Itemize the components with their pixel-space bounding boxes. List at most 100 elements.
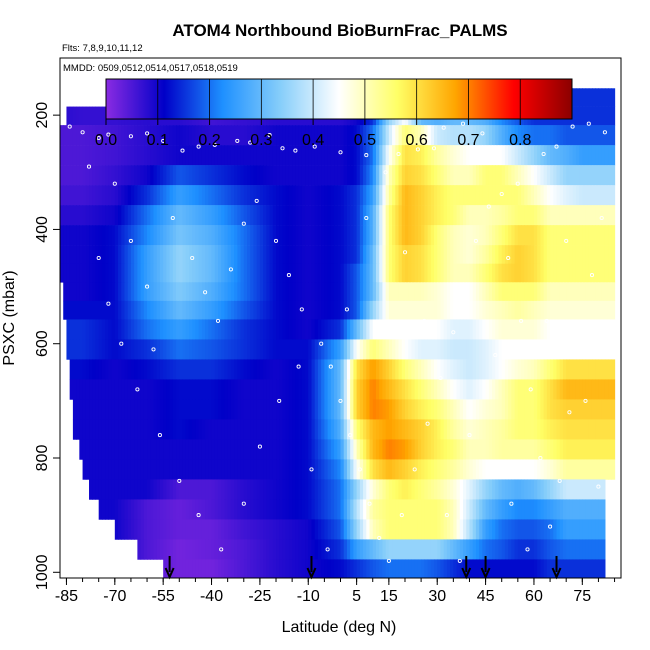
heatmap-cell (363, 300, 367, 320)
heatmap-cell (434, 459, 438, 480)
heatmap-cell (340, 185, 345, 206)
heatmap-cell (553, 459, 558, 480)
heatmap-cell (321, 479, 325, 500)
heatmap-cell (359, 263, 364, 283)
heatmap-cell (556, 319, 561, 340)
heatmap-cell (572, 479, 577, 500)
heatmap-cell (572, 263, 577, 283)
heatmap-cell (463, 319, 467, 340)
heatmap-cell (140, 359, 145, 380)
heatmap-cell (553, 282, 558, 302)
heatmap-cell (143, 459, 148, 480)
heatmap-cell (469, 245, 474, 265)
heatmap-cell (230, 439, 235, 460)
heatmap-cell (195, 419, 200, 440)
heatmap-cell (608, 145, 612, 166)
heatmap-cell (530, 459, 535, 480)
heatmap-cell (440, 519, 445, 540)
heatmap-cell (553, 359, 558, 380)
heatmap-cell (263, 559, 267, 578)
heatmap-cell (417, 479, 422, 500)
heatmap-cell (279, 319, 284, 340)
heatmap-cell (217, 559, 222, 578)
heatmap-cell (272, 359, 277, 380)
heatmap-cell (330, 245, 335, 265)
heatmap-cell (198, 359, 203, 380)
heatmap-cell (353, 125, 358, 146)
heatmap-cell (263, 439, 267, 460)
heatmap-cell (308, 125, 313, 146)
heatmap-cell (450, 559, 454, 578)
heatmap-cell (130, 499, 135, 520)
heatmap-cell (608, 185, 612, 206)
heatmap-cell (185, 165, 190, 186)
heatmap-cell (150, 185, 155, 206)
heatmap-cell (305, 125, 309, 146)
heatmap-cell (308, 145, 313, 166)
heatmap-cell (60, 225, 64, 246)
heatmap-cell (234, 263, 238, 283)
heatmap-cell (98, 499, 103, 520)
heatmap-cell (382, 519, 387, 540)
flight-track-point (299, 307, 304, 312)
heatmap-cell (392, 245, 396, 265)
heatmap-cell (559, 479, 564, 500)
heatmap-cell (363, 339, 367, 360)
heatmap-cell (111, 459, 116, 480)
heatmap-cell (198, 205, 203, 226)
heatmap-cell (295, 225, 300, 246)
heatmap-cell (595, 125, 600, 146)
heatmap-cell (237, 145, 242, 166)
heatmap-cell (98, 106, 103, 126)
heatmap-cell (440, 145, 445, 166)
heatmap-cell (272, 282, 277, 302)
heatmap-cell (601, 282, 606, 302)
heatmap-cell (95, 339, 100, 360)
heatmap-cell (105, 459, 109, 480)
heatmap-cell (404, 165, 409, 186)
heatmap-cell (188, 499, 193, 520)
heatmap-cell (101, 282, 106, 302)
heatmap-cell (595, 379, 600, 400)
heatmap-cell (385, 225, 390, 246)
x-tick-label: 30 (428, 588, 446, 605)
heatmap-cell (172, 419, 177, 440)
heatmap-cell (575, 300, 580, 320)
heatmap-cell (463, 399, 467, 420)
heatmap-cell (243, 125, 248, 146)
heatmap-cell (550, 185, 554, 206)
heatmap-cell (179, 282, 184, 302)
heatmap-cell (466, 282, 471, 302)
heatmap-cell (343, 165, 348, 186)
heatmap-cell (172, 125, 177, 146)
heatmap-cell (198, 125, 203, 146)
heatmap-cell (230, 419, 235, 440)
heatmap-cell (543, 165, 548, 186)
heatmap-cell (356, 245, 361, 265)
heatmap-cell (517, 439, 522, 460)
heatmap-cell (150, 439, 155, 460)
heatmap-cell (562, 205, 567, 226)
heatmap-cell (543, 145, 548, 166)
heatmap-cell (327, 559, 332, 578)
heatmap-cell (301, 245, 306, 265)
heatmap-cell (430, 519, 435, 540)
flight-track-point (525, 547, 530, 552)
heatmap-cell (463, 165, 467, 186)
heatmap-cell (208, 559, 213, 578)
heatmap-cell (379, 439, 384, 460)
heatmap-cell (398, 125, 403, 146)
heatmap-cell (82, 263, 87, 283)
heatmap-cell (437, 479, 442, 500)
heatmap-cell (479, 379, 483, 400)
heatmap-cell (504, 519, 509, 540)
heatmap-cell (485, 359, 490, 380)
heatmap-cell (366, 559, 371, 578)
heatmap-cell (143, 263, 148, 283)
heatmap-cell (76, 282, 80, 302)
heatmap-cell (124, 499, 129, 520)
heatmap-cell (579, 499, 583, 520)
heatmap-cell (521, 300, 525, 320)
heatmap-cell (588, 319, 593, 340)
heatmap-cell (256, 379, 261, 400)
